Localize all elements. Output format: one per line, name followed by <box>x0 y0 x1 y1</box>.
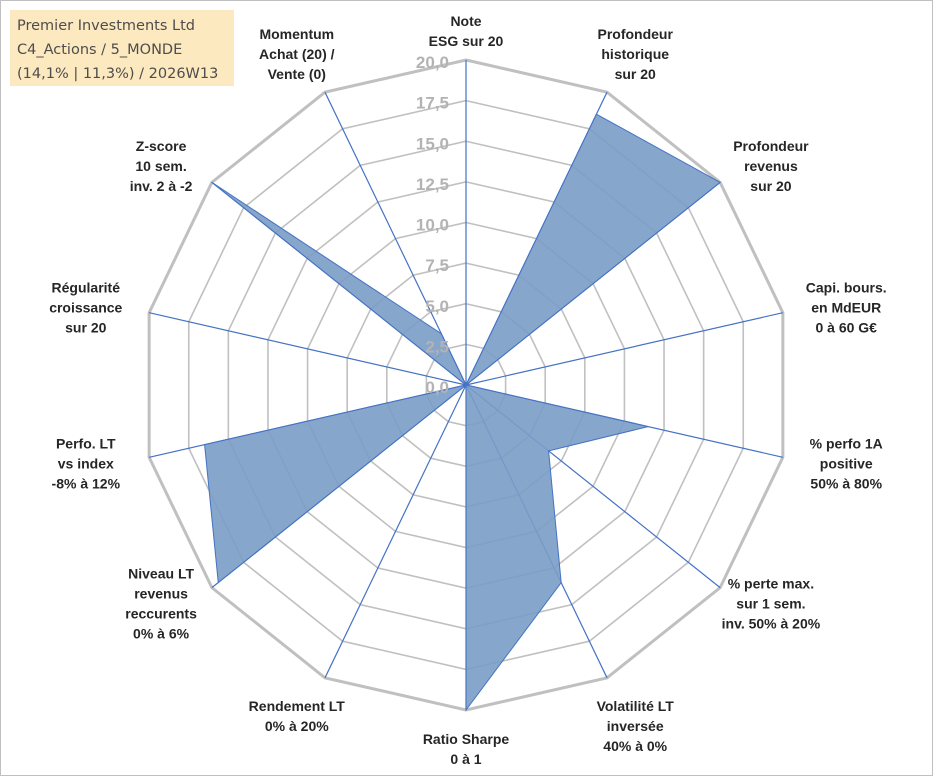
data-point <box>548 450 550 452</box>
series-layer <box>204 113 721 712</box>
data-point <box>440 333 442 335</box>
category-label-line: Achat (20) / <box>259 46 335 62</box>
category-label-line: revenus <box>134 586 188 602</box>
category-label: Perfo. LT vs index -8% à 12% <box>52 436 121 492</box>
category-label-line: inversée <box>607 718 664 734</box>
category-label: Rendement LT 0% à 20% <box>249 698 346 734</box>
category-label-line: 50% à 80% <box>810 476 882 492</box>
category-label: Profondeur revenus sur 20 <box>733 138 809 194</box>
category-label-line: Note <box>450 13 481 29</box>
category-label-line: % perfo 1A <box>810 436 883 452</box>
category-label-line: Ratio Sharpe <box>423 731 510 747</box>
category-label: Note ESG sur 20 <box>429 13 504 49</box>
category-label-line: Perfo. LT <box>56 436 116 452</box>
category-label-line: inv. 2 à -2 <box>130 178 193 194</box>
title-stats: (14,1% | 11,3%) / 2026W13 <box>17 66 219 82</box>
data-point <box>465 384 467 386</box>
tick-label: 5,0 <box>425 297 449 316</box>
category-label-line: en MdEUR <box>811 299 881 315</box>
category-label: Volatilité LT inversée 40% à 0% <box>597 698 675 754</box>
category-label: Capi. bours. en MdEUR 0 à 60 G€ <box>806 279 887 335</box>
tick-label: 0,0 <box>425 378 449 397</box>
category-label-line: inv. 50% à 20% <box>722 616 821 632</box>
category-label-line: -8% à 12% <box>52 476 121 492</box>
category-label-line: sur 1 sem. <box>736 596 805 612</box>
category-label-line: Profondeur <box>597 26 673 42</box>
tick-label: 17,5 <box>416 94 449 113</box>
category-label-line: Niveau LT <box>128 566 194 582</box>
data-point <box>211 181 213 183</box>
category-label: Ratio Sharpe 0 à 1 <box>423 731 510 767</box>
category-label-line: Volatilité LT <box>597 698 675 714</box>
category-label-line: Rendement LT <box>249 698 346 714</box>
chart-title-box: Premier Investments Ltd C4_Actions / 5_M… <box>10 10 234 86</box>
axis-spoke <box>465 312 783 386</box>
tick-label: 12,5 <box>416 175 449 194</box>
category-label: Z-score 10 sem. inv. 2 à -2 <box>130 138 193 194</box>
category-label: Momentum Achat (20) / Vente (0) <box>259 26 335 82</box>
axis-spoke <box>149 312 467 386</box>
category-label-line: sur 20 <box>750 178 791 194</box>
radial-tick-labels: 0,0 2,5 5,0 7,5 10,0 12,5 15,0 17,5 20,0 <box>416 53 449 397</box>
category-label-line: 0 à 1 <box>450 751 481 767</box>
category-label-line: positive <box>820 456 873 472</box>
category-label: % perte max. sur 1 sem. inv. 50% à 20% <box>722 576 821 632</box>
category-label-line: 10 sem. <box>135 158 186 174</box>
tick-label: 2,5 <box>425 337 449 356</box>
category-label-line: 0% à 20% <box>265 718 329 734</box>
category-label-line: Momentum <box>259 26 334 42</box>
category-label-line: 40% à 0% <box>603 738 667 754</box>
data-point <box>647 426 649 428</box>
category-labels: Note ESG sur 20 Profondeur historique sur 20… <box>49 13 886 767</box>
category-label-line: Capi. bours. <box>806 279 887 295</box>
series-area <box>204 113 721 712</box>
data-point <box>560 582 562 584</box>
title-company: Premier Investments Ltd <box>17 18 195 34</box>
axis-spoke <box>324 384 467 679</box>
category-label-line: Régularité <box>52 279 121 295</box>
tick-label: 15,0 <box>416 134 449 153</box>
data-point <box>217 582 219 584</box>
data-point <box>595 113 597 115</box>
data-point <box>719 181 721 183</box>
category-label-line: historique <box>601 46 669 62</box>
category-label: Régularité croissance sur 20 <box>49 279 122 335</box>
category-label-line: ESG sur 20 <box>429 33 504 49</box>
category-label-line: vs index <box>58 456 114 472</box>
category-label-line: Profondeur <box>733 138 809 154</box>
category-label-line: 0% à 6% <box>133 626 190 642</box>
tick-label: 7,5 <box>425 256 449 275</box>
category-label-line: revenus <box>744 158 798 174</box>
category-label-line: sur 20 <box>615 66 656 82</box>
category-label-line: % perte max. <box>728 576 814 592</box>
category-label-line: croissance <box>49 299 122 315</box>
category-label-line: Vente (0) <box>268 66 326 82</box>
tick-label: 10,0 <box>416 216 449 235</box>
category-label: % perfo 1A positive 50% à 80% <box>810 436 883 492</box>
category-label-line: 0 à 60 G€ <box>815 319 877 335</box>
title-category: C4_Actions / 5_MONDE <box>17 42 183 58</box>
tick-label: 20,0 <box>416 53 449 72</box>
category-label-line: sur 20 <box>65 319 106 335</box>
category-label: Profondeur historique sur 20 <box>597 26 673 82</box>
data-point <box>465 709 467 711</box>
category-label-line: reccurents <box>125 606 197 622</box>
category-label-line: Z-score <box>136 138 187 154</box>
data-point <box>204 444 206 446</box>
category-label: Niveau LT revenus reccurents 0% à 6% <box>125 566 197 642</box>
